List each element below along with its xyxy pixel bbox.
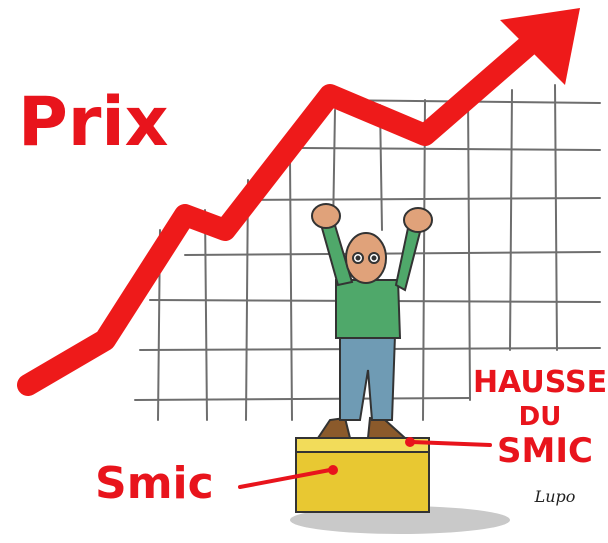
raise-label: SMIC — [497, 431, 593, 471]
box-label: Smic — [95, 458, 214, 509]
connector-dot — [328, 465, 338, 475]
person — [312, 204, 432, 438]
cartoon: Prix HAUSSE DU SMIC Smic Lupo — [0, 0, 608, 543]
title: Prix — [18, 83, 169, 162]
connector-dot — [405, 437, 415, 447]
signature: Lupo — [534, 487, 576, 506]
page: {"title": "Prix", "raise_label": ["HAUSS… — [0, 0, 608, 543]
raise-label: HAUSSE — [473, 365, 607, 400]
raise-label: DU — [519, 402, 562, 432]
